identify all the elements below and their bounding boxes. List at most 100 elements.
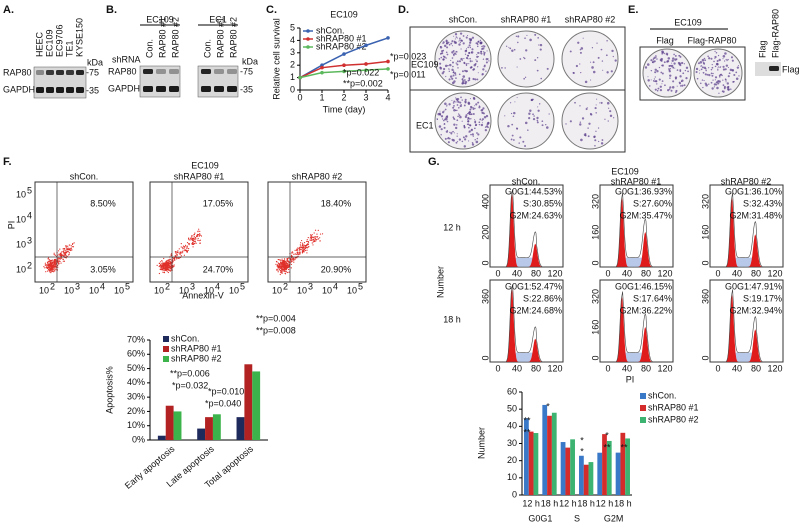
tick-label: 120 [767, 268, 782, 278]
event-dot [297, 255, 299, 257]
colony [463, 104, 466, 107]
event-dot [311, 238, 313, 240]
colony [704, 73, 707, 76]
event-dot [315, 235, 317, 238]
colony [526, 34, 528, 37]
tick-label: 10 [16, 189, 26, 199]
event-dot [198, 234, 200, 236]
colony [470, 133, 472, 136]
event-dot [314, 237, 316, 239]
blot-band [143, 86, 153, 92]
colony [701, 58, 705, 62]
event-dot [163, 257, 165, 260]
cycle-stat: G0G1:52.47% [505, 281, 562, 291]
colony [704, 82, 707, 85]
event-dot [316, 236, 318, 238]
colony [439, 62, 442, 65]
colony [654, 68, 657, 71]
quadrant-value: 20.90% [321, 264, 352, 274]
event-dot [163, 267, 165, 269]
colony [476, 78, 479, 81]
column-label: shRAP80 #2 [565, 14, 616, 24]
event-dot [55, 267, 57, 269]
event-dot [63, 260, 66, 262]
colony [608, 107, 610, 109]
colony [460, 48, 462, 50]
y-tick-label: 40 [507, 421, 517, 431]
event-dot [61, 251, 63, 253]
colony [476, 45, 479, 48]
colony [449, 68, 451, 70]
x-tick-label: 18 h [577, 498, 595, 508]
colony [473, 63, 477, 67]
event-dot [319, 233, 322, 235]
event-dot [200, 235, 203, 237]
event-dot [194, 237, 197, 239]
colony [456, 37, 458, 39]
blot-band [56, 70, 64, 75]
colony [674, 67, 676, 69]
histogram-outline [600, 192, 673, 268]
event-dot [161, 267, 163, 269]
colony [458, 114, 461, 117]
event-dot [302, 248, 304, 250]
annotation: * [580, 446, 584, 456]
colony [509, 102, 512, 104]
colony [479, 52, 481, 54]
colony [444, 108, 447, 111]
colony [483, 115, 487, 119]
event-dot [62, 248, 64, 250]
event-dot [275, 269, 278, 271]
colony [579, 48, 582, 51]
bar [528, 431, 534, 495]
event-dot [285, 263, 287, 265]
event-dot [290, 267, 292, 269]
x-tick-label: 1 [319, 92, 324, 102]
colony [476, 54, 478, 56]
colony [507, 124, 510, 128]
legend-swatch [306, 37, 310, 41]
colony [725, 58, 727, 61]
plot-frame [709, 279, 784, 363]
colony [593, 135, 596, 139]
quadrant-value: 3.05% [90, 264, 116, 274]
colony [481, 45, 483, 48]
tick-label: 80 [751, 363, 761, 373]
colony [459, 115, 462, 119]
colony [451, 51, 454, 54]
colony [482, 107, 485, 110]
y-tick-label: 0% [132, 434, 145, 444]
tick-label: 0 [480, 260, 490, 265]
colony [712, 79, 714, 81]
column-label: Flag [656, 35, 674, 45]
colony [488, 60, 490, 62]
event-dot [70, 247, 72, 249]
data-point [298, 75, 302, 80]
colony [461, 120, 463, 122]
event-dot [48, 268, 50, 271]
colony [518, 142, 520, 144]
y-tick-label: 2 [290, 60, 295, 70]
event-dot [57, 266, 59, 268]
event-dot [172, 261, 174, 263]
colony [522, 140, 525, 143]
marker-label: -75 [86, 67, 99, 77]
colony [481, 108, 484, 111]
panel-label: E. [628, 4, 638, 16]
colony [696, 77, 699, 80]
colony [453, 70, 455, 72]
event-dot [281, 258, 283, 260]
y-tick-label: 60% [127, 349, 145, 359]
colony [470, 38, 473, 41]
annotation: *p=0.040 [205, 398, 241, 408]
event-dot [45, 263, 47, 266]
event-dot [168, 266, 171, 269]
event-dot [174, 258, 176, 261]
colony [687, 70, 689, 73]
colony [442, 119, 445, 122]
colony [661, 83, 663, 85]
colony [451, 68, 454, 72]
blot-band [214, 69, 224, 74]
event-dot [294, 253, 296, 255]
colony [653, 56, 656, 59]
